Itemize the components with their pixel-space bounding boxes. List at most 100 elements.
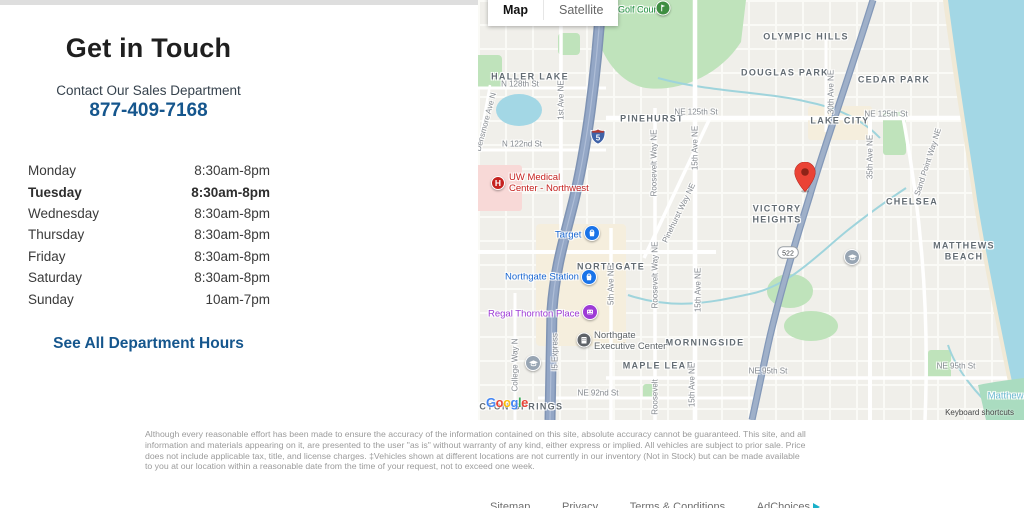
- map-label: I5 Express: [550, 333, 560, 371]
- hours-row: Wednesday 8:30am-8pm: [28, 203, 270, 224]
- hours-day: Sunday: [28, 291, 74, 307]
- map-label: NE 125th St: [674, 107, 718, 117]
- satellite-view-button[interactable]: Satellite: [544, 0, 619, 26]
- sales-phone-link[interactable]: 877-409-7168: [89, 100, 208, 121]
- golf-course-icon[interactable]: [655, 0, 671, 16]
- map-label: CHELSEA: [885, 196, 939, 207]
- footer-link[interactable]: AdChoices: [757, 501, 820, 508]
- hours-time: 8:30am-8pm: [191, 184, 270, 200]
- map-label: NE 92nd St: [577, 388, 619, 398]
- footer-link[interactable]: Terms & Conditions: [630, 501, 725, 508]
- hours-time: 8:30am-8pm: [194, 227, 270, 243]
- top-divider: [0, 0, 478, 5]
- google-logo-letter: l: [517, 395, 522, 410]
- lake-washington-water: [948, 0, 1024, 420]
- map-poi-label[interactable]: Regal Thornton Place: [488, 308, 580, 320]
- map-label: College Way N: [510, 338, 520, 392]
- target-store-icon[interactable]: [584, 225, 600, 241]
- map-type-control: Map Satellite: [488, 0, 619, 26]
- hours-time: 8:30am-8pm: [194, 248, 270, 264]
- hours-day: Wednesday: [28, 205, 100, 221]
- hours-row: Tuesday 8:30am-8pm: [28, 181, 270, 202]
- route-522-shield-icon: 522: [777, 246, 799, 264]
- control-divider: [543, 0, 544, 20]
- map-poi-label[interactable]: UW Medical Center - Northwest: [509, 171, 589, 194]
- map-poi-label[interactable]: Golf Course: [618, 4, 667, 15]
- map-label: MAPLE LEAF: [622, 360, 694, 371]
- map-label: MORNINGSIDE: [665, 337, 745, 348]
- hours-day: Monday: [28, 163, 77, 179]
- hours-time: 8:30am-8pm: [194, 163, 270, 179]
- footer-link-label: Sitemap: [490, 501, 531, 508]
- map-label: Densmore Ave N: [478, 91, 498, 153]
- hours-row: Sunday 10am-7pm: [28, 288, 270, 309]
- map-label: 1st Ave NE: [556, 80, 566, 120]
- map-label: Roosevelt Way NE: [649, 129, 659, 197]
- map-label: PINEHURST: [620, 113, 684, 124]
- hours-row: Monday 8:30am-8pm: [28, 160, 270, 181]
- map-label: 5th Ave NE: [606, 265, 616, 305]
- street-grid: [478, 0, 1024, 420]
- map-canvas: [478, 0, 1024, 420]
- map-label: Roosevelt Way NE: [650, 241, 660, 309]
- hospital-icon[interactable]: H: [491, 176, 505, 190]
- matthews-beach-park: [978, 378, 1024, 420]
- highway-522: [749, 0, 876, 420]
- park-patch: [558, 33, 580, 55]
- hours-row: Saturday 8:30am-8pm: [28, 267, 270, 288]
- interstate-5-shield-icon: 5: [590, 128, 606, 150]
- park-patch: [928, 350, 951, 379]
- hours-row: Friday 8:30am-8pm: [28, 246, 270, 267]
- map-label: 15th Ave NE: [687, 362, 697, 408]
- map-label: 15th Ave NE: [690, 125, 700, 171]
- thornton-creek: [627, 187, 907, 305]
- map-label: Roosevelt: [650, 379, 660, 415]
- google-logo-letter: g: [510, 395, 519, 410]
- keyboard-shortcuts-link[interactable]: Keyboard shortcuts: [945, 408, 1014, 417]
- map-poi-label[interactable]: Northgate Station: [505, 271, 579, 283]
- school-icon[interactable]: [844, 249, 860, 265]
- office-building-icon[interactable]: [576, 332, 592, 348]
- park-patch: [784, 311, 838, 341]
- hours-day: Tuesday: [28, 184, 82, 200]
- adchoices-icon: [812, 503, 820, 508]
- map-poi-label[interactable]: Target: [555, 229, 582, 241]
- google-logo-letter: o: [503, 395, 511, 410]
- haller-lake: [496, 94, 542, 126]
- school-icon[interactable]: [525, 355, 541, 371]
- map-label: Sand Point Way NE: [912, 127, 943, 197]
- map-label: OLYMPIC HILLS: [763, 31, 849, 42]
- regal-cinema-icon[interactable]: [582, 304, 598, 320]
- map-label: NORTHGATE: [576, 261, 646, 272]
- footer-link[interactable]: Privacy: [562, 501, 598, 508]
- map-label: 30th Ave NE: [826, 69, 836, 115]
- footer-link-label: AdChoices: [756, 501, 810, 508]
- hours-time: 10am-7pm: [205, 291, 270, 307]
- google-logo[interactable]: Google: [486, 395, 528, 410]
- map-label: N 122nd St: [501, 139, 543, 149]
- map-view-button[interactable]: Map: [488, 0, 543, 26]
- hours-table: Monday 8:30am-8pm Tuesday 8:30am-8pm Wednesd…: [28, 160, 270, 310]
- see-all-department-hours-link[interactable]: See All Department Hours: [53, 335, 244, 352]
- map-label: NE 95th St: [936, 361, 976, 371]
- map-label: NE 125th St: [864, 109, 908, 119]
- northgate-station-icon[interactable]: [581, 269, 597, 285]
- map-poi-label[interactable]: Northgate Executive Center: [594, 329, 667, 352]
- location-marker-pin[interactable]: [794, 161, 816, 198]
- google-logo-letter: o: [495, 395, 504, 410]
- google-map[interactable]: OLYMPIC HILLS DOUGLAS PARK CEDAR PARK HALLE…: [478, 0, 1024, 420]
- map-label: HALLER LAKE: [491, 71, 569, 82]
- hours-row: Thursday 8:30am-8pm: [28, 224, 270, 245]
- map-label: LAKE CITY: [810, 115, 870, 126]
- hours-day: Thursday: [28, 227, 85, 243]
- hours-time: 8:30am-8pm: [194, 205, 270, 221]
- map-label: CEDAR PARK: [857, 74, 931, 85]
- contact-panel: Get in Touch Contact Our Sales Departmen…: [0, 5, 478, 425]
- hours-day: Friday: [28, 248, 66, 264]
- interstate-5-lanes: [549, 0, 602, 420]
- map-label: NE 95th St: [748, 366, 788, 376]
- footer-link[interactable]: Sitemap: [490, 501, 530, 508]
- map-label: VICTORY HEIGHTS: [752, 203, 802, 224]
- cedar-park-green: [883, 112, 906, 155]
